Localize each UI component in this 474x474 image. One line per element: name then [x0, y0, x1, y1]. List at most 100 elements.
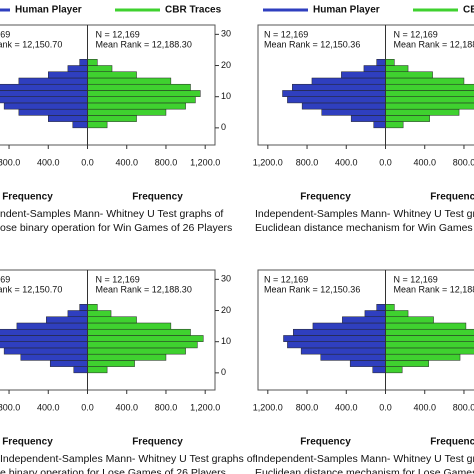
- bar: [320, 353, 386, 361]
- bar: [385, 366, 403, 374]
- bar: [18, 108, 88, 116]
- bar: [287, 341, 386, 349]
- bar: [342, 316, 386, 324]
- bar: [385, 360, 429, 367]
- legend-label: CBR Traces: [463, 5, 474, 16]
- x-tick-label: 0.0: [379, 157, 392, 167]
- legend-label: Human Player: [15, 5, 82, 16]
- bar: [363, 65, 386, 73]
- annotation: N = 12,169: [394, 274, 438, 284]
- legend-label: CBR Traces: [165, 5, 222, 16]
- bar: [87, 341, 198, 349]
- bar: [48, 71, 88, 79]
- caption: Independent-Samples Mann- Whitney U Test…: [255, 453, 474, 465]
- bar: [385, 316, 434, 324]
- bar: [0, 341, 88, 349]
- x-axis-label: Frequency: [300, 437, 351, 448]
- x-tick-label: 800.0: [453, 157, 474, 167]
- bar: [87, 71, 137, 79]
- bar: [287, 96, 386, 104]
- bar: [321, 108, 386, 116]
- bar: [49, 360, 88, 367]
- bar: [87, 353, 167, 361]
- x-tick-label: 400.0: [115, 402, 138, 412]
- bar: [311, 77, 386, 85]
- bar: [300, 347, 386, 355]
- bar: [350, 115, 386, 122]
- annotation: N = 12,169: [264, 29, 308, 39]
- bar: [385, 328, 474, 336]
- bar: [16, 322, 88, 330]
- bar: [0, 96, 88, 104]
- bar: [87, 328, 191, 336]
- legend-label: Human Player: [313, 5, 380, 16]
- annotation: Mean Rank = 12,188.64: [394, 39, 474, 49]
- annotation: Mean Rank = 12,150.36: [264, 284, 360, 294]
- bar: [87, 304, 98, 311]
- bar: [385, 322, 467, 330]
- bar: [67, 65, 88, 73]
- x-tick-label: 400.0: [37, 157, 60, 167]
- bar: [3, 102, 88, 110]
- bar: [349, 360, 386, 367]
- bar: [385, 341, 474, 349]
- bar: [0, 83, 88, 91]
- bar: [87, 83, 191, 91]
- bar: [87, 65, 113, 73]
- caption: Euclidean distance mechanism for Lose Ga…: [255, 467, 474, 474]
- bar: [0, 90, 88, 97]
- bar: [67, 310, 88, 318]
- x-tick-label: 400.0: [37, 402, 60, 412]
- y-tick-label: 20: [221, 60, 231, 70]
- bar: [341, 71, 386, 79]
- x-axis-label: Frequency: [300, 192, 351, 203]
- caption: Euclidean distance mechanism for Win Gam…: [255, 222, 474, 234]
- annotation: N = 12,169: [96, 29, 140, 39]
- x-tick-label: 0.0: [81, 157, 94, 167]
- x-tick-label: 800.0: [155, 157, 178, 167]
- bar: [87, 96, 196, 104]
- bar: [385, 65, 409, 73]
- y-tick-label: 30: [221, 274, 231, 284]
- bar: [87, 115, 137, 122]
- bar: [385, 90, 474, 97]
- bar: [364, 310, 386, 318]
- x-tick-label: 400.0: [335, 402, 358, 412]
- bar: [385, 335, 474, 342]
- bar: [87, 316, 137, 324]
- x-tick-label: 400.0: [115, 157, 138, 167]
- x-axis-label: Frequency: [430, 192, 474, 203]
- bar: [385, 59, 395, 66]
- caption: Independent-Samples Mann- Whitney U Test…: [255, 208, 474, 220]
- x-tick-label: 800.0: [453, 402, 474, 412]
- bar: [292, 83, 386, 91]
- y-tick-label: 20: [221, 305, 231, 315]
- x-tick-label: 400.0: [413, 157, 436, 167]
- x-tick-label: 0.0: [81, 402, 94, 412]
- bar: [372, 366, 386, 374]
- x-tick-label: 800.0: [155, 402, 178, 412]
- bar: [301, 102, 386, 110]
- bar: [385, 353, 461, 361]
- bar: [18, 77, 88, 85]
- annotation: N = 12,169: [96, 274, 140, 284]
- bar: [72, 121, 88, 129]
- bar: [87, 59, 98, 66]
- bar: [87, 90, 201, 97]
- bar: [20, 353, 88, 361]
- bar: [87, 108, 167, 116]
- bar: [376, 304, 386, 311]
- bar: [376, 59, 386, 66]
- bar: [0, 328, 88, 336]
- annotation: Mean Rank = 12,150.70: [0, 39, 62, 49]
- bar: [0, 335, 88, 342]
- x-axis-label: Frequency: [2, 192, 53, 203]
- annotation: Mean Rank = 12,188.30: [96, 284, 192, 294]
- bar: [373, 121, 386, 129]
- caption: e binary operation for Lose Games of 26 …: [0, 467, 226, 474]
- caption: Independent-Samples Mann- Whitney U Test…: [0, 453, 256, 465]
- bar: [87, 121, 108, 129]
- bar: [385, 71, 433, 79]
- x-axis-label: Frequency: [430, 437, 474, 448]
- bar: [385, 121, 404, 129]
